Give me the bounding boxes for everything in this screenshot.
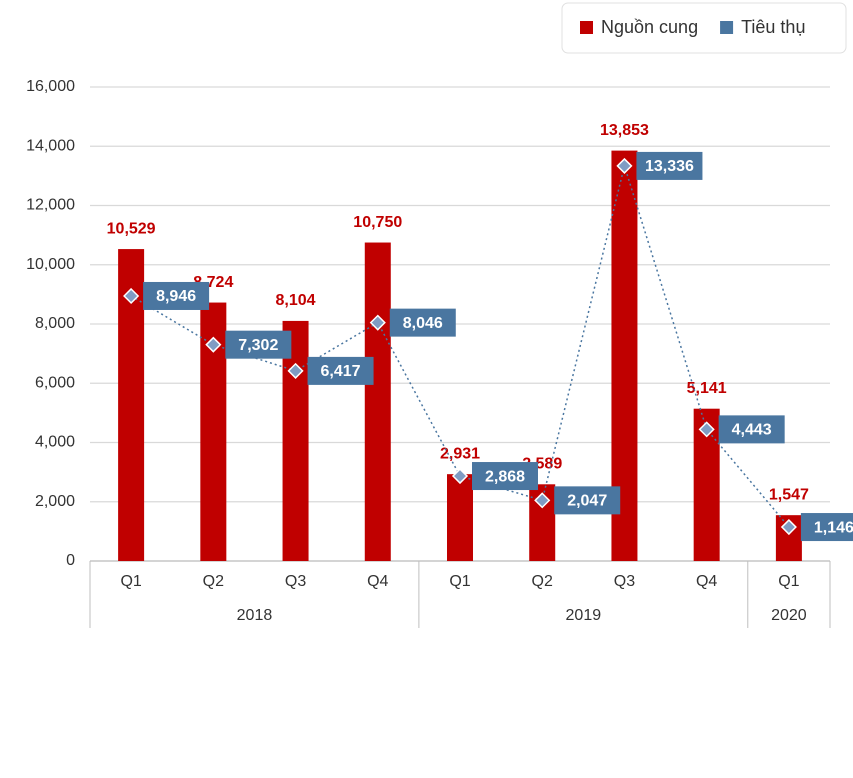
x-tick-label: Q2: [532, 573, 553, 590]
x-tick-label: Q4: [696, 573, 717, 590]
bar: [447, 474, 473, 561]
legend-swatch: [580, 21, 593, 34]
x-tick-label: Q3: [614, 573, 635, 590]
marker: [534, 492, 551, 509]
marker: [780, 518, 797, 536]
x-tick-label: Q1: [449, 573, 470, 590]
line-value-label: 2,868: [485, 468, 525, 485]
bar: [282, 320, 309, 561]
legend-swatch: [720, 21, 734, 34]
value-label-box: [554, 486, 621, 515]
value-label-box: [718, 415, 785, 444]
value-label-box: [307, 356, 374, 385]
line-value-label: 4,443: [732, 422, 772, 439]
bar-value-label: 10,529: [107, 220, 156, 237]
y-tick-label: 12,000: [26, 197, 75, 214]
y-tick-label: 14,000: [26, 137, 75, 154]
y-tick-label: 2,000: [35, 493, 75, 510]
value-label-box: [225, 330, 292, 359]
x-tick-label: Q2: [203, 573, 224, 590]
legend-box: [561, 2, 847, 54]
bar-value-label: 5,141: [687, 380, 727, 397]
value-label-box: [472, 462, 538, 491]
legend-label: Nguồn cung: [601, 17, 698, 37]
marker: [616, 157, 633, 174]
x-tick-label: Q1: [120, 573, 141, 590]
line-value-label: 7,302: [238, 337, 278, 354]
bar-value-label: 8,104: [276, 292, 316, 309]
x-tick-label: Q3: [285, 573, 306, 590]
value-label-box: [636, 151, 703, 180]
y-tick-label: 4,000: [35, 434, 75, 451]
line-value-label: 8,046: [403, 315, 443, 332]
value-label-box: [800, 513, 853, 542]
x-tick-label: Q1: [778, 573, 799, 590]
line-value-label: 2,047: [567, 493, 607, 510]
bar-value-label: 1,547: [769, 486, 809, 503]
line-value-label: 8,946: [156, 288, 196, 305]
legend-label: Tiêu thụ: [741, 17, 805, 37]
y-tick-label: 8,000: [35, 315, 75, 332]
y-tick-label: 16,000: [26, 78, 75, 95]
group-label: 2020: [771, 607, 807, 624]
y-tick-label: 0: [66, 552, 75, 569]
bar-value-label: 2,931: [440, 445, 480, 462]
marker: [287, 362, 304, 379]
y-tick-label: 10,000: [26, 256, 75, 273]
marker: [369, 314, 386, 331]
y-tick-label: 6,000: [35, 374, 75, 391]
bar-value-label: 13,853: [600, 122, 649, 139]
line-value-label: 6,417: [321, 363, 361, 380]
marker: [123, 287, 140, 305]
marker: [451, 467, 469, 485]
value-label-box: [389, 308, 456, 337]
bar-value-label: 10,750: [353, 214, 402, 231]
group-label: 2018: [237, 607, 273, 624]
group-label: 2019: [566, 607, 602, 624]
line-value-label: 13,336: [645, 158, 694, 175]
line-value-label: 1,146: [814, 519, 853, 536]
value-label-box: [143, 281, 210, 310]
x-tick-label: Q4: [367, 573, 388, 590]
bar: [364, 242, 391, 561]
marker: [698, 421, 715, 438]
marker: [205, 336, 222, 353]
